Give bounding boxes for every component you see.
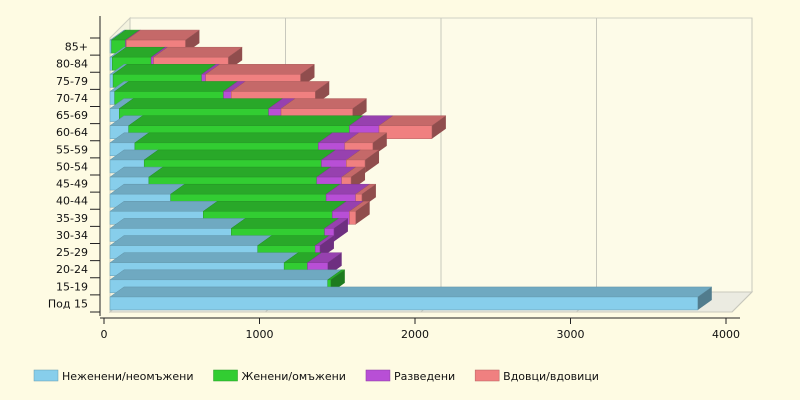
y-tick-label: 35-39	[56, 212, 88, 225]
y-tick-label: 70-74	[56, 92, 88, 105]
y-tick-label: 50-54	[56, 160, 88, 173]
y-tick-label: 75-79	[56, 75, 88, 88]
bar-60-64-series-3	[378, 115, 447, 139]
bar-35-39-series-3	[348, 201, 371, 225]
gridline-floor	[731, 291, 753, 313]
legend-label: Неженени/неомъжени	[62, 370, 194, 383]
x-tick-label: 2000	[401, 328, 429, 341]
y-tick-label: 55-59	[56, 143, 88, 156]
legend-swatch	[213, 369, 238, 382]
y-tick-label: Под 15	[48, 297, 88, 310]
y-tick-label: 85+	[65, 41, 88, 54]
y-tick-label: 60-64	[56, 126, 88, 139]
legend-label: Женени/омъжени	[242, 370, 346, 383]
bar-30-34-series-2	[323, 218, 349, 242]
y-tick-label: 40-44	[56, 195, 88, 208]
y-tick-label: 80-84	[56, 58, 88, 71]
y-tick-label: 25-29	[56, 246, 88, 259]
x-tick-label: 1000	[246, 328, 274, 341]
x-tick-label: 4000	[712, 328, 740, 341]
y-tick-label: 30-34	[56, 229, 88, 242]
x-tick-label: 0	[101, 328, 108, 341]
y-tick-label: 45-49	[56, 178, 88, 191]
legend-label: Вдовци/вдовици	[503, 370, 599, 383]
y-tick-label: 65-69	[56, 109, 88, 122]
legend-swatch	[474, 369, 500, 382]
legend-label: Разведени	[394, 370, 455, 383]
legend-swatch	[365, 369, 391, 382]
bar-Под 15-series-0	[109, 286, 713, 311]
legend-swatch	[33, 369, 59, 382]
y-tick-label: 15-19	[56, 280, 88, 293]
x-tick-label: 3000	[557, 328, 585, 341]
y-tick-label: 20-24	[56, 263, 88, 276]
